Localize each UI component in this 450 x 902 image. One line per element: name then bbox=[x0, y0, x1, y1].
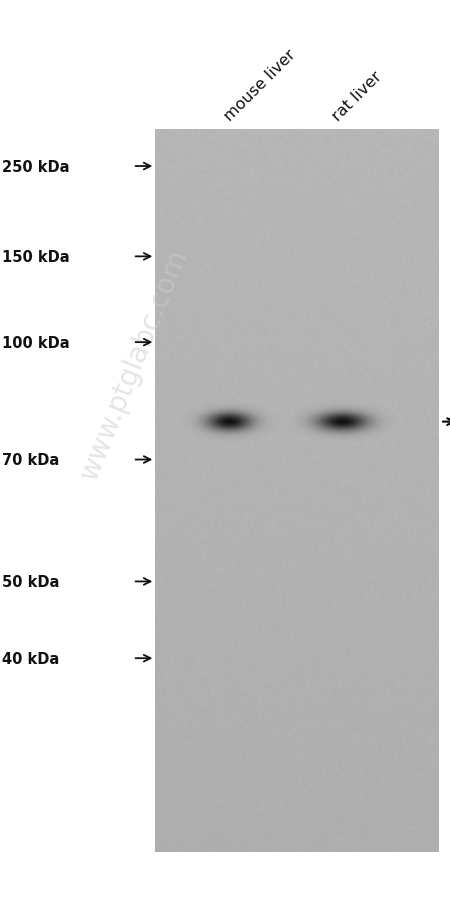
Text: mouse liver: mouse liver bbox=[221, 47, 298, 124]
Text: 40 kDa: 40 kDa bbox=[2, 651, 59, 666]
Text: 250 kDa: 250 kDa bbox=[2, 160, 70, 174]
Text: 150 kDa: 150 kDa bbox=[2, 250, 70, 264]
Text: 100 kDa: 100 kDa bbox=[2, 336, 70, 350]
Text: rat liver: rat liver bbox=[329, 69, 384, 124]
Text: www.ptglabc.com: www.ptglabc.com bbox=[75, 244, 193, 483]
Text: 50 kDa: 50 kDa bbox=[2, 575, 59, 589]
Text: 70 kDa: 70 kDa bbox=[2, 453, 59, 467]
